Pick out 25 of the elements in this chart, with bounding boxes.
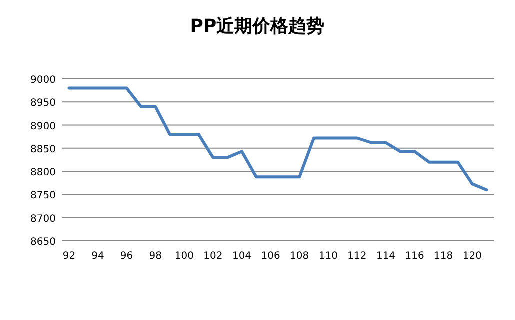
y-tick-label: 9000: [30, 75, 56, 86]
x-tick-label: 100: [174, 251, 194, 262]
x-tick-label: 116: [405, 251, 424, 262]
y-tick-label: 8700: [30, 214, 56, 225]
x-tick-label: 96: [120, 251, 134, 262]
x-tick-label: 92: [62, 251, 76, 262]
x-tick-label: 112: [348, 251, 367, 262]
y-tick-label: 8900: [30, 121, 56, 132]
x-tick-label: 118: [434, 251, 454, 262]
y-tick-label: 8800: [30, 168, 56, 179]
line-series: [68, 86, 488, 192]
y-tick-label: 8950: [30, 98, 56, 110]
y-tick-label: 8650: [30, 237, 56, 248]
x-tick-label: 94: [92, 251, 104, 262]
chart-title: PP近期价格趋势: [190, 16, 325, 37]
y-tick-label: 8750: [30, 190, 56, 202]
y-tick-label: 8850: [30, 144, 56, 156]
x-tick-label: 98: [149, 251, 162, 262]
x-tick-label: 114: [376, 251, 396, 262]
x-tick-label: 110: [318, 251, 338, 262]
x-tick-label: 108: [290, 251, 310, 262]
x-tick-label: 102: [204, 251, 223, 262]
x-tick-label: 104: [232, 251, 252, 262]
x-tick-label: 120: [462, 251, 482, 262]
x-tick-label: 106: [261, 251, 280, 262]
